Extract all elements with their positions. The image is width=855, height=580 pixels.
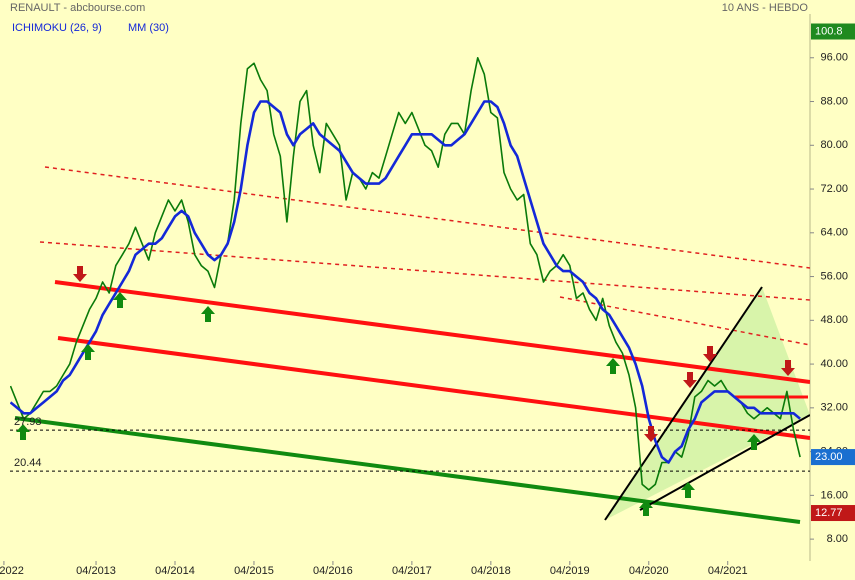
buy-arrow	[639, 500, 653, 516]
buy-arrow	[81, 344, 95, 360]
buy-arrow	[16, 424, 30, 440]
sell-arrow	[703, 346, 717, 362]
x-tick-label: 04/2021	[708, 565, 748, 577]
x-tick-label: 04/2015	[234, 565, 274, 577]
y-tick-label: 80.00	[820, 139, 848, 151]
support-line	[14, 416, 801, 524]
x-tick-label: 04/2022	[0, 565, 24, 577]
y-tick-label: 96.00	[820, 52, 848, 64]
y-tick-label: 16.00	[820, 489, 848, 501]
trendlines	[14, 166, 810, 524]
chart-title: RENAULT - abcbourse.com	[10, 2, 145, 14]
y-tick-label: 32.00	[820, 402, 848, 414]
price-badge-label: 100.8	[815, 25, 843, 37]
x-tick-label: 04/2017	[392, 565, 432, 577]
triangle-line	[604, 286, 763, 521]
price-badge-label: 12.77	[815, 507, 843, 519]
y-tick-label: 48.00	[820, 314, 848, 326]
x-tick-label: 04/2019	[550, 565, 590, 577]
y-tick-label: 8.00	[827, 533, 848, 545]
level-label: 20.44	[14, 457, 42, 469]
price-badge	[811, 23, 855, 40]
y-tick-label: 56.00	[820, 270, 848, 282]
resistance-line	[57, 336, 810, 440]
buy-arrow	[747, 434, 761, 450]
price-badge-label: 23.00	[815, 451, 843, 463]
level-label: 27.93	[14, 416, 42, 428]
channel-line	[39, 241, 810, 301]
sell-arrow	[781, 360, 795, 376]
x-tick-label: 04/2020	[629, 565, 669, 577]
resistance-line	[54, 280, 810, 384]
series-line	[10, 100, 801, 464]
buy-arrow	[201, 306, 215, 322]
y-tick-label: 88.00	[820, 95, 848, 107]
x-tick-label: 04/2018	[471, 565, 511, 577]
plot-area	[10, 57, 810, 491]
channel-line	[44, 166, 810, 269]
x-tick-label: 04/2016	[313, 565, 353, 577]
sell-arrow	[683, 372, 697, 388]
y-tick-label: 72.00	[820, 183, 848, 195]
channel-line	[559, 296, 810, 346]
price-badge	[811, 505, 855, 522]
indicator-label: ICHIMOKU (26, 9)	[12, 22, 102, 34]
buy-arrow	[113, 292, 127, 308]
buy-arrow	[606, 358, 620, 374]
buy-arrow	[681, 482, 695, 498]
triangle-fill	[605, 287, 810, 520]
sell-arrow	[73, 266, 87, 282]
legend-label: MM (30)	[128, 22, 169, 34]
y-tick-label: 40.00	[820, 358, 848, 370]
period-label: 10 ANS - HEBDO	[722, 2, 809, 14]
price-badge	[811, 449, 855, 466]
x-tick-label: 04/2014	[155, 565, 195, 577]
x-tick-label: 04/2013	[76, 565, 116, 577]
triangle-line	[639, 414, 810, 511]
signals	[16, 266, 795, 516]
sell-arrow	[644, 426, 658, 442]
y-tick-label: 64.00	[820, 227, 848, 239]
